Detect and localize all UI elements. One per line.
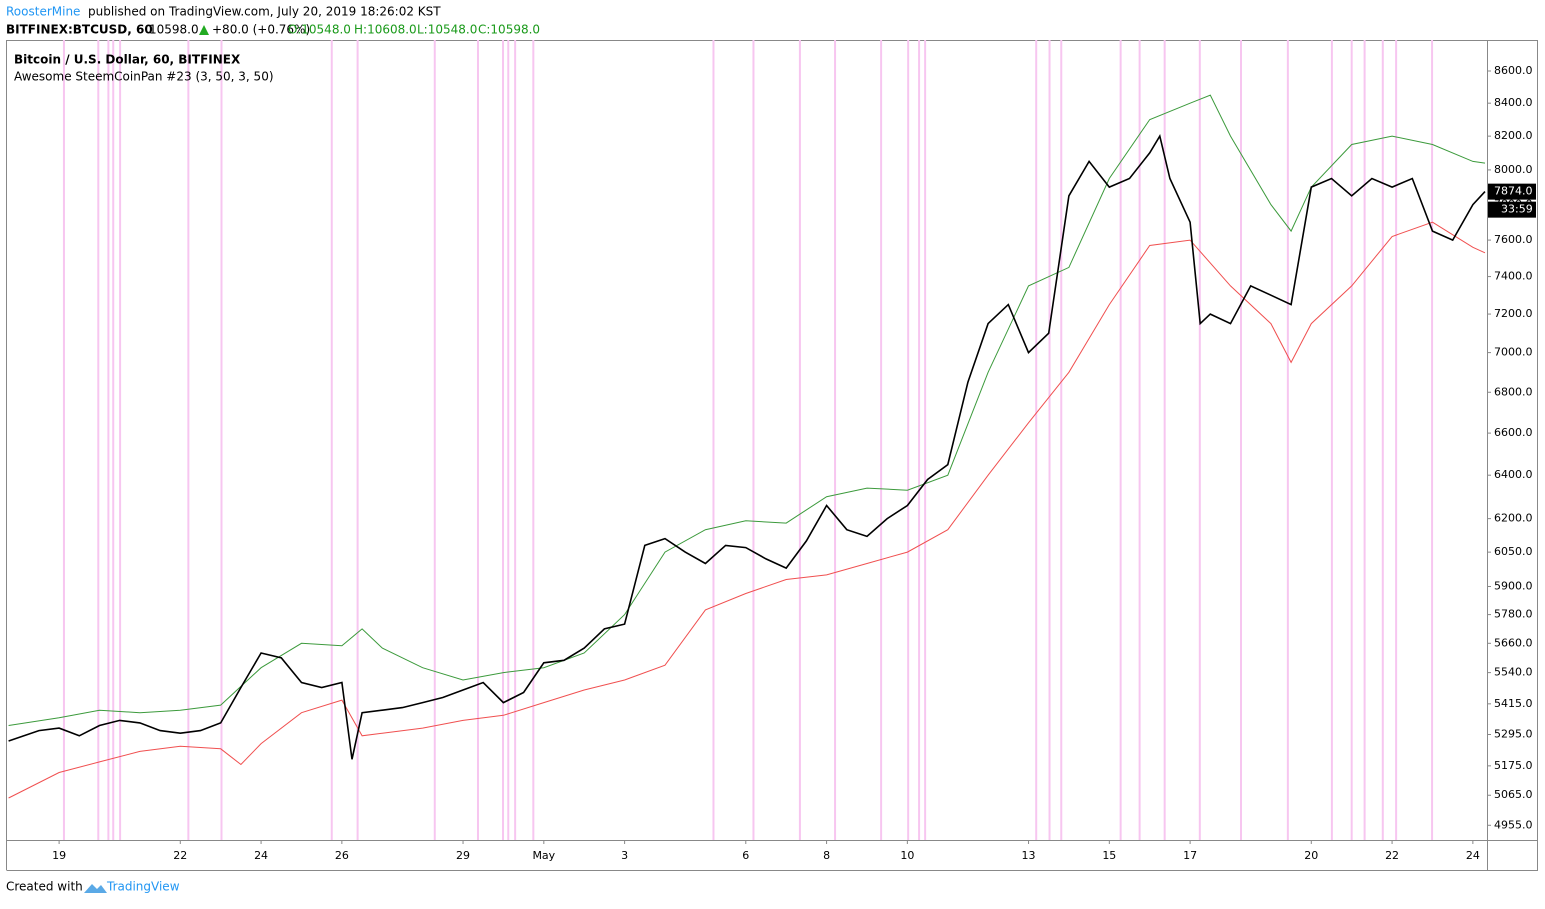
y-tick-label: 5065.0 xyxy=(1494,788,1533,801)
y-tick-label: 7400.0 xyxy=(1494,270,1533,283)
y-tick-label: 6400.0 xyxy=(1494,468,1533,481)
x-tick-label: May xyxy=(532,849,555,862)
x-tick-label: 24 xyxy=(254,849,268,862)
x-tick-label: 22 xyxy=(1385,849,1399,862)
close: C:10598.0 xyxy=(478,23,540,37)
x-tick-label: 20 xyxy=(1304,849,1318,862)
last-price-box xyxy=(1488,183,1536,200)
y-tick-label: 5660.0 xyxy=(1494,636,1533,649)
y-tick-label: 8200.0 xyxy=(1494,129,1533,142)
x-tick-label: 10 xyxy=(900,849,914,862)
y-tick-label: 6050.0 xyxy=(1494,545,1533,558)
y-tick-label: 5540.0 xyxy=(1494,666,1533,679)
publisher: RoosterMine xyxy=(6,5,80,19)
y-tick-label: 8600.0 xyxy=(1494,64,1533,77)
last-price-label: 7874.0 xyxy=(1494,185,1533,198)
series-line xyxy=(8,221,1486,799)
y-tick-label: 5415.0 xyxy=(1494,697,1533,710)
frame xyxy=(6,40,1538,841)
y-tick-label: 7200.0 xyxy=(1494,307,1533,320)
price: 10598.0 xyxy=(149,23,199,37)
y-tick-label: 5780.0 xyxy=(1494,608,1533,621)
symbol: BITFINEX:BTCUSD, 60 xyxy=(6,23,153,37)
y-tick-label: 8400.0 xyxy=(1494,96,1533,109)
countdown-box xyxy=(1488,201,1536,218)
series-line xyxy=(8,134,1486,760)
x-tick-label: 22 xyxy=(173,849,187,862)
series-line xyxy=(8,94,1486,726)
x-tick-label: 8 xyxy=(823,849,830,862)
x-tick-label: 29 xyxy=(456,849,470,862)
up-arrow xyxy=(199,25,209,35)
x-tick-label: 3 xyxy=(621,849,628,862)
high: H:10608.0 xyxy=(354,23,417,37)
x-tick-label: 6 xyxy=(742,849,749,862)
y-tick-label: 5900.0 xyxy=(1494,579,1533,592)
published: published on TradingView.com, July 20, 2… xyxy=(88,5,441,19)
y-tick-label: 6800.0 xyxy=(1494,385,1533,398)
open: O:10548.0 xyxy=(288,23,351,37)
y-tick-label: 7000.0 xyxy=(1494,346,1533,359)
y-tick-label: 6600.0 xyxy=(1494,426,1533,439)
x-tick-label: 17 xyxy=(1183,849,1197,862)
footer-created: Created with xyxy=(6,880,83,894)
chart-title: Bitcoin / U.S. Dollar, 60, BITFINEX xyxy=(14,53,241,67)
countdown: 33:59 xyxy=(1501,203,1533,216)
y-tick-label: 7600.0 xyxy=(1494,233,1533,246)
x-tick-label: 19 xyxy=(52,849,66,862)
y-tick-label: 6200.0 xyxy=(1494,512,1533,525)
x-tick-label: 24 xyxy=(1466,849,1480,862)
chart-subtitle: Awesome SteemCoinPan #23 (3, 50, 3, 50) xyxy=(14,70,274,84)
change: +80.0 (+0.76%) xyxy=(212,23,310,37)
y-tick-label: 5295.0 xyxy=(1494,727,1533,740)
footer-brand: TradingView xyxy=(106,880,180,894)
x-tick-label: 13 xyxy=(1022,849,1036,862)
x-tick-label: 26 xyxy=(335,849,349,862)
y-tick-label: 4955.0 xyxy=(1494,818,1533,831)
logo xyxy=(84,884,107,893)
x-tick-label: 15 xyxy=(1102,849,1116,862)
low: L:10548.0 xyxy=(417,23,477,37)
y-tick-label: 5175.0 xyxy=(1494,759,1533,772)
y-tick-label: 8000.0 xyxy=(1494,163,1533,176)
